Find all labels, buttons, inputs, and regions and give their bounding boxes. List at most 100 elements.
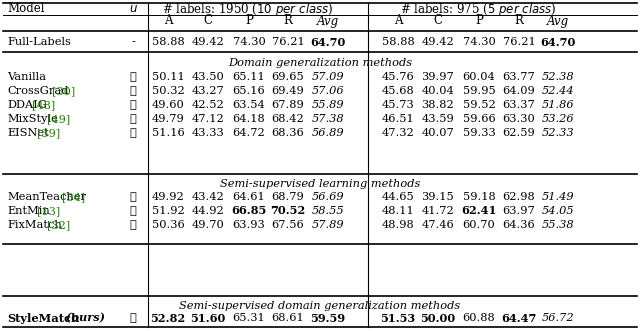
- Text: 47.12: 47.12: [191, 114, 225, 124]
- Text: [30]: [30]: [52, 86, 76, 96]
- Text: 50.32: 50.32: [152, 86, 184, 96]
- Text: 64.70: 64.70: [310, 36, 346, 48]
- Text: 52.38: 52.38: [541, 72, 574, 82]
- Text: 53.26: 53.26: [541, 114, 574, 124]
- Text: Vanilla: Vanilla: [7, 72, 46, 82]
- Text: A: A: [164, 15, 172, 27]
- Text: 59.59: 59.59: [310, 312, 346, 323]
- Text: 66.85: 66.85: [232, 206, 267, 216]
- Text: 43.42: 43.42: [191, 192, 225, 202]
- Text: 50.11: 50.11: [152, 72, 184, 82]
- Text: StyleMatch: StyleMatch: [7, 312, 79, 323]
- Text: 64.18: 64.18: [232, 114, 266, 124]
- Text: 68.61: 68.61: [271, 313, 305, 323]
- Text: 40.04: 40.04: [422, 86, 454, 96]
- Text: 50.00: 50.00: [420, 312, 456, 323]
- Text: ✗: ✗: [129, 72, 136, 82]
- Text: 42.52: 42.52: [191, 100, 225, 110]
- Text: 54.05: 54.05: [541, 206, 574, 216]
- Text: 62.41: 62.41: [461, 206, 497, 216]
- Text: 59.52: 59.52: [463, 100, 495, 110]
- Text: 65.31: 65.31: [232, 313, 266, 323]
- Text: R: R: [515, 15, 524, 27]
- Text: [32]: [32]: [47, 220, 70, 230]
- Text: 45.68: 45.68: [381, 86, 414, 96]
- Text: MixStyle: MixStyle: [7, 114, 58, 124]
- Text: 76.21: 76.21: [502, 37, 536, 47]
- Text: A: A: [394, 15, 403, 27]
- Text: 59.33: 59.33: [463, 128, 495, 138]
- Text: EntMin: EntMin: [7, 206, 50, 216]
- Text: 68.79: 68.79: [271, 192, 305, 202]
- Text: 60.04: 60.04: [463, 72, 495, 82]
- Text: 47.32: 47.32: [381, 128, 414, 138]
- Text: 44.65: 44.65: [381, 192, 414, 202]
- Text: 45.73: 45.73: [381, 100, 414, 110]
- Text: 68.42: 68.42: [271, 114, 305, 124]
- Text: 44.92: 44.92: [191, 206, 225, 216]
- Text: 47.46: 47.46: [422, 220, 454, 230]
- Text: 43.50: 43.50: [191, 72, 225, 82]
- Text: 45.76: 45.76: [381, 72, 414, 82]
- Text: 39.97: 39.97: [422, 72, 454, 82]
- Text: Avg: Avg: [317, 15, 339, 27]
- Text: 51.49: 51.49: [541, 192, 574, 202]
- Text: ✓: ✓: [129, 192, 136, 202]
- Text: 50.36: 50.36: [152, 220, 184, 230]
- Text: # labels: 975 ($\mathit{5\ per\ class}$): # labels: 975 ($\mathit{5\ per\ class}$): [400, 1, 556, 18]
- Text: 57.09: 57.09: [312, 72, 344, 82]
- Text: 48.11: 48.11: [381, 206, 414, 216]
- Text: 57.06: 57.06: [312, 86, 344, 96]
- Text: FixMatch: FixMatch: [7, 220, 61, 230]
- Text: 65.11: 65.11: [232, 72, 266, 82]
- Text: [34]: [34]: [62, 192, 85, 202]
- Text: 56.72: 56.72: [541, 313, 574, 323]
- Text: 64.72: 64.72: [232, 128, 266, 138]
- Text: 69.65: 69.65: [271, 72, 305, 82]
- Text: P: P: [475, 15, 483, 27]
- Text: 74.30: 74.30: [463, 37, 495, 47]
- Text: 43.59: 43.59: [422, 114, 454, 124]
- Text: 38.82: 38.82: [422, 100, 454, 110]
- Text: 58.88: 58.88: [152, 37, 184, 47]
- Text: 51.86: 51.86: [541, 100, 574, 110]
- Text: C: C: [204, 15, 212, 27]
- Text: 46.51: 46.51: [381, 114, 414, 124]
- Text: [39]: [39]: [37, 128, 60, 138]
- Text: 56.89: 56.89: [312, 128, 344, 138]
- Text: 67.89: 67.89: [271, 100, 305, 110]
- Text: 51.16: 51.16: [152, 128, 184, 138]
- Text: 63.97: 63.97: [502, 206, 536, 216]
- Text: Model: Model: [7, 3, 45, 16]
- Text: CrossGrad: CrossGrad: [7, 86, 68, 96]
- Text: ✗: ✗: [129, 100, 136, 110]
- Text: 62.98: 62.98: [502, 192, 536, 202]
- Text: ✗: ✗: [129, 86, 136, 96]
- Text: MeanTeacher: MeanTeacher: [7, 192, 86, 202]
- Text: 56.69: 56.69: [312, 192, 344, 202]
- Text: ✓: ✓: [129, 206, 136, 216]
- Text: 40.07: 40.07: [422, 128, 454, 138]
- Text: 63.54: 63.54: [232, 100, 266, 110]
- Text: 52.82: 52.82: [150, 312, 186, 323]
- Text: 63.37: 63.37: [502, 100, 536, 110]
- Text: 49.79: 49.79: [152, 114, 184, 124]
- Text: 63.30: 63.30: [502, 114, 536, 124]
- Text: Domain generalization methods: Domain generalization methods: [228, 58, 412, 68]
- Text: 69.49: 69.49: [271, 86, 305, 96]
- Text: P: P: [245, 15, 253, 27]
- Text: 58.55: 58.55: [312, 206, 344, 216]
- Text: 52.33: 52.33: [541, 128, 574, 138]
- Text: 48.98: 48.98: [381, 220, 414, 230]
- Text: $u$: $u$: [129, 3, 138, 16]
- Text: 57.38: 57.38: [312, 114, 344, 124]
- Text: 49.42: 49.42: [191, 37, 225, 47]
- Text: C: C: [433, 15, 442, 27]
- Text: 57.89: 57.89: [312, 220, 344, 230]
- Text: 70.52: 70.52: [270, 206, 306, 216]
- Text: (ours): (ours): [62, 312, 105, 323]
- Text: 67.56: 67.56: [271, 220, 305, 230]
- Text: 62.59: 62.59: [502, 128, 536, 138]
- Text: 64.61: 64.61: [232, 192, 266, 202]
- Text: 49.60: 49.60: [152, 100, 184, 110]
